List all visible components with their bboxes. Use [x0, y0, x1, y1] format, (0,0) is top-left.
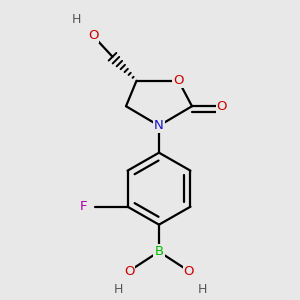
- Text: O: O: [88, 29, 98, 42]
- Text: H: H: [114, 283, 123, 296]
- Text: H: H: [198, 283, 207, 296]
- Text: N: N: [154, 119, 164, 132]
- Text: O: O: [124, 265, 134, 278]
- Text: B: B: [154, 245, 164, 258]
- Text: H: H: [72, 13, 81, 26]
- Text: F: F: [80, 200, 87, 213]
- Text: O: O: [173, 74, 184, 87]
- Text: O: O: [184, 265, 194, 278]
- Text: O: O: [217, 100, 227, 113]
